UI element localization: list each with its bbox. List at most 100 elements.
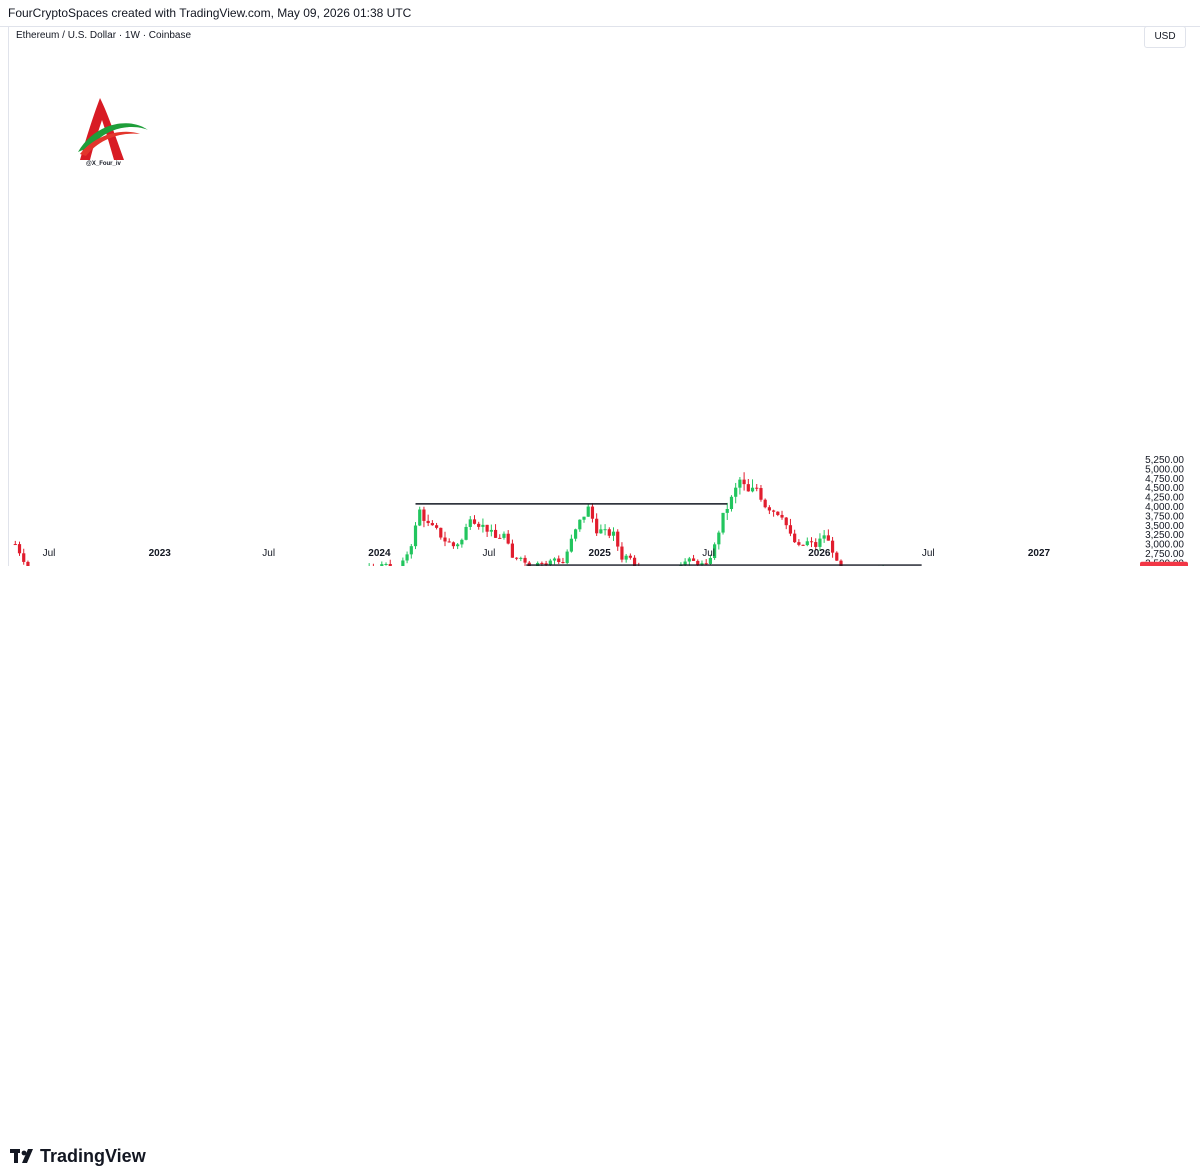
- candle-body: [776, 511, 780, 515]
- candle-body: [13, 544, 17, 546]
- candle-body: [624, 555, 628, 560]
- candle-body: [704, 563, 708, 565]
- candle-body: [729, 496, 734, 510]
- candle-body: [797, 542, 801, 545]
- candle-body: [599, 529, 603, 534]
- x-tick-label: Jul: [483, 548, 496, 559]
- y-tick-label: 4,000.00: [1145, 502, 1184, 513]
- candle-body: [759, 488, 763, 500]
- candle-body: [734, 487, 738, 497]
- price-chart[interactable]: Support 5,250.005,000.004,750.004,500.00…: [0, 0, 1200, 616]
- candle-body: [510, 543, 515, 558]
- candle-body: [485, 524, 489, 532]
- candle-body: [464, 526, 468, 540]
- candle-body: [481, 524, 485, 527]
- y-tick-label: 5,250.00: [1145, 455, 1184, 466]
- footer: TradingView: [0, 566, 1200, 1166]
- candle-body: [763, 499, 767, 508]
- candle-body: [493, 529, 498, 538]
- candle-body: [477, 523, 481, 527]
- candle-body: [489, 529, 493, 532]
- candle-body: [544, 563, 548, 565]
- y-tick-label: 3,500.00: [1145, 521, 1184, 532]
- candle-body: [725, 509, 729, 513]
- currency-button[interactable]: USD: [1144, 26, 1186, 48]
- candle-body: [565, 551, 569, 564]
- candle-body: [422, 509, 426, 521]
- y-tick-label: 4,250.00: [1145, 493, 1184, 504]
- candle-body: [502, 533, 506, 538]
- candle-body: [767, 507, 771, 511]
- y-tick-label: 3,000.00: [1145, 540, 1184, 551]
- candle-body: [468, 519, 472, 527]
- candle-body: [628, 555, 632, 558]
- candle-body: [826, 535, 830, 541]
- author-logo: [74, 94, 154, 174]
- y-tick-label: 4,500.00: [1145, 483, 1184, 494]
- candle-body: [750, 487, 755, 492]
- candle-body: [721, 512, 725, 533]
- candle-body: [578, 519, 582, 530]
- y-tick-label: 3,750.00: [1145, 511, 1184, 522]
- x-tick-label: 2025: [589, 548, 612, 559]
- candle-body: [788, 525, 793, 534]
- candle-body: [573, 529, 578, 539]
- candle-body: [616, 531, 620, 547]
- tradingview-brand[interactable]: TradingView: [40, 1146, 146, 1166]
- candle-body: [590, 506, 595, 519]
- author-handle: @X_Four_iv: [86, 161, 121, 167]
- candle-body: [632, 557, 637, 568]
- candle-body: [835, 552, 839, 561]
- x-tick-label: 2027: [1028, 548, 1051, 559]
- candle-body: [814, 542, 818, 547]
- time-axis[interactable]: Jul 2023 Jul 2024 Jul 2025 Jul 2026 Jul 2027: [43, 548, 1051, 559]
- x-tick-label: Jul: [262, 548, 275, 559]
- chart-frame: [8, 26, 1139, 566]
- candle-body: [548, 560, 552, 565]
- candle-body: [540, 562, 544, 564]
- candle-body: [611, 531, 616, 536]
- candle-body: [447, 541, 451, 543]
- y-tick-label: 2,750.00: [1145, 549, 1184, 560]
- candle-body: [426, 520, 430, 524]
- candle-body: [809, 541, 814, 543]
- candle-body: [793, 533, 797, 543]
- candle-body: [443, 537, 447, 542]
- candle-body: [405, 554, 409, 561]
- candle-body: [552, 558, 557, 561]
- candle-body: [523, 557, 527, 563]
- y-tick-label: 4,750.00: [1145, 474, 1184, 485]
- candle-body: [746, 484, 750, 492]
- candle-body: [586, 506, 590, 517]
- candle-body: [413, 525, 418, 547]
- candle-body: [22, 553, 26, 562]
- candle-body: [506, 533, 510, 544]
- candle-body: [595, 518, 599, 534]
- candle-body: [818, 538, 822, 547]
- candle-body: [805, 541, 809, 546]
- candle-body: [755, 487, 759, 489]
- candle-body: [460, 539, 464, 545]
- candle-body: [519, 557, 523, 559]
- candle-body: [384, 563, 388, 565]
- candle-body: [17, 544, 22, 554]
- candle-body: [620, 546, 624, 560]
- candle-body: [801, 544, 805, 546]
- candle-body: [456, 544, 460, 547]
- candle-body: [569, 538, 573, 552]
- candle-body: [784, 517, 788, 526]
- candle-body: [713, 544, 717, 559]
- candle-body: [830, 540, 835, 553]
- candle-body: [691, 558, 696, 561]
- candle-body: [418, 509, 422, 526]
- candle-body: [498, 537, 502, 539]
- x-tick-label: Jul: [43, 548, 56, 559]
- candle-body: [582, 516, 586, 520]
- candle-body: [401, 560, 405, 568]
- x-tick-label: 2026: [808, 548, 831, 559]
- candle-body: [409, 546, 413, 555]
- symbol-title[interactable]: Ethereum / U.S. Dollar · 1W · Coinbase: [16, 30, 192, 41]
- x-tick-label: Jul: [922, 548, 935, 559]
- candle-body: [683, 561, 687, 565]
- resistance-lines[interactable]: [415, 503, 922, 566]
